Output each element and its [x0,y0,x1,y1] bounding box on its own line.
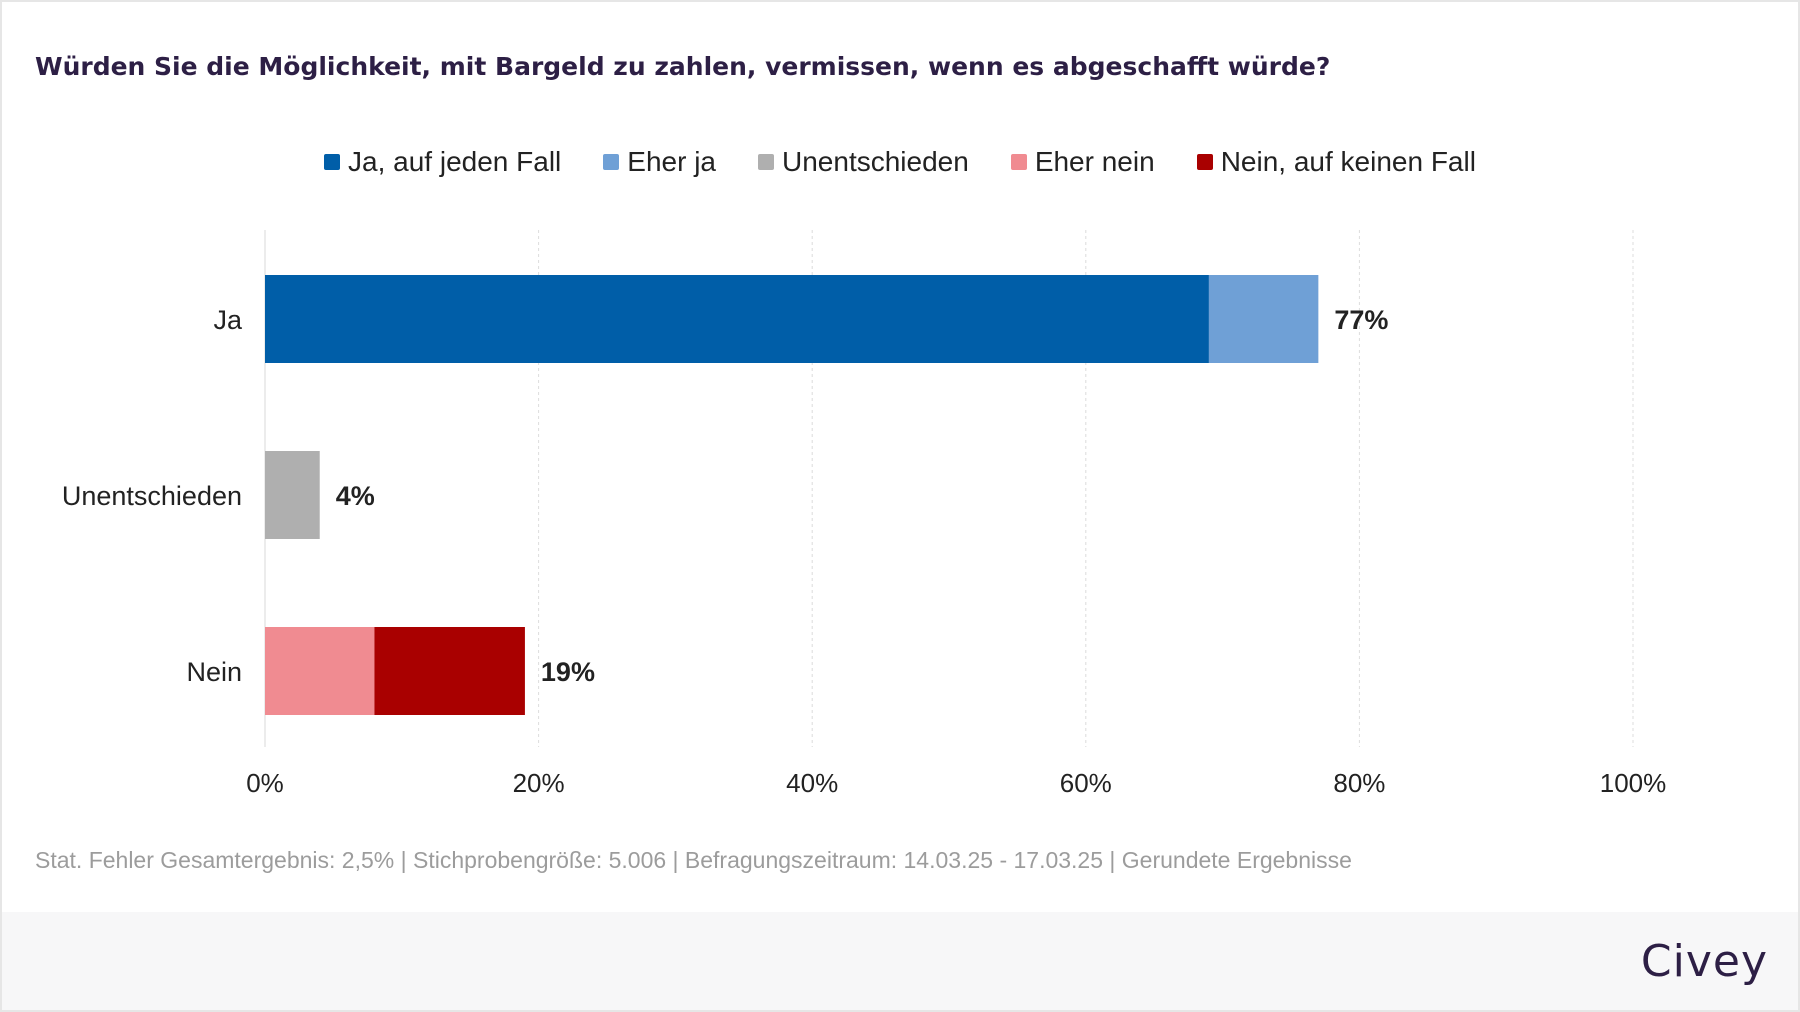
legend-label: Unentschieden [782,146,969,177]
x-tick-label: 60% [1060,768,1112,798]
x-tick-label: 40% [786,768,838,798]
category-label: Unentschieden [62,481,242,511]
bar-segment [265,451,320,539]
legend-swatch [758,154,774,170]
bar-chart: 0% 20% 40% 60% 80% 100% Ja 77% Unentschieden 4% Ne… [62,230,1667,798]
legend-swatch [603,154,620,170]
legend-item: Ja, auf jeden Fall [324,146,561,178]
total-label: 77% [1334,305,1388,335]
x-tick-label: 20% [513,768,565,798]
legend-label: Eher nein [1034,146,1155,177]
bar-segment [265,627,375,715]
total-label: 19% [541,657,595,687]
category-label: Nein [186,657,242,687]
bar-segment [265,275,1209,363]
legend-item: Unentschieden [758,146,969,178]
legend-item: Eher ja [603,146,716,178]
bar-segment [374,627,525,715]
legend-item: Eher nein [1010,146,1155,178]
legend-label: Eher ja [627,146,716,177]
x-tick-label: 80% [1333,768,1385,798]
total-label: 4% [336,481,375,511]
civey-logo: Civey [1640,936,1768,987]
x-tick-label: 100% [1600,768,1667,798]
bar-segment [1208,275,1319,363]
legend-swatch [1010,154,1027,170]
legend-label: Nein, auf keinen Fall [1220,146,1476,177]
x-tick-label: 0% [246,768,284,798]
legend-swatch [1196,154,1213,170]
legend-item: Nein, auf keinen Fall [1196,146,1476,178]
chart-title: Würden Sie die Möglichkeit, mit Bargeld … [35,52,1331,81]
legend-swatch [324,154,341,170]
footnote: Stat. Fehler Gesamtergebnis: 2,5% | Stic… [35,847,1352,873]
category-label: Ja [213,305,243,335]
footer-band: Civey [2,912,1798,1010]
legend-label: Ja, auf jeden Fall [348,146,562,177]
legend: Ja, auf jeden Fall Eher ja Unentschieden Eh… [2,146,1798,178]
